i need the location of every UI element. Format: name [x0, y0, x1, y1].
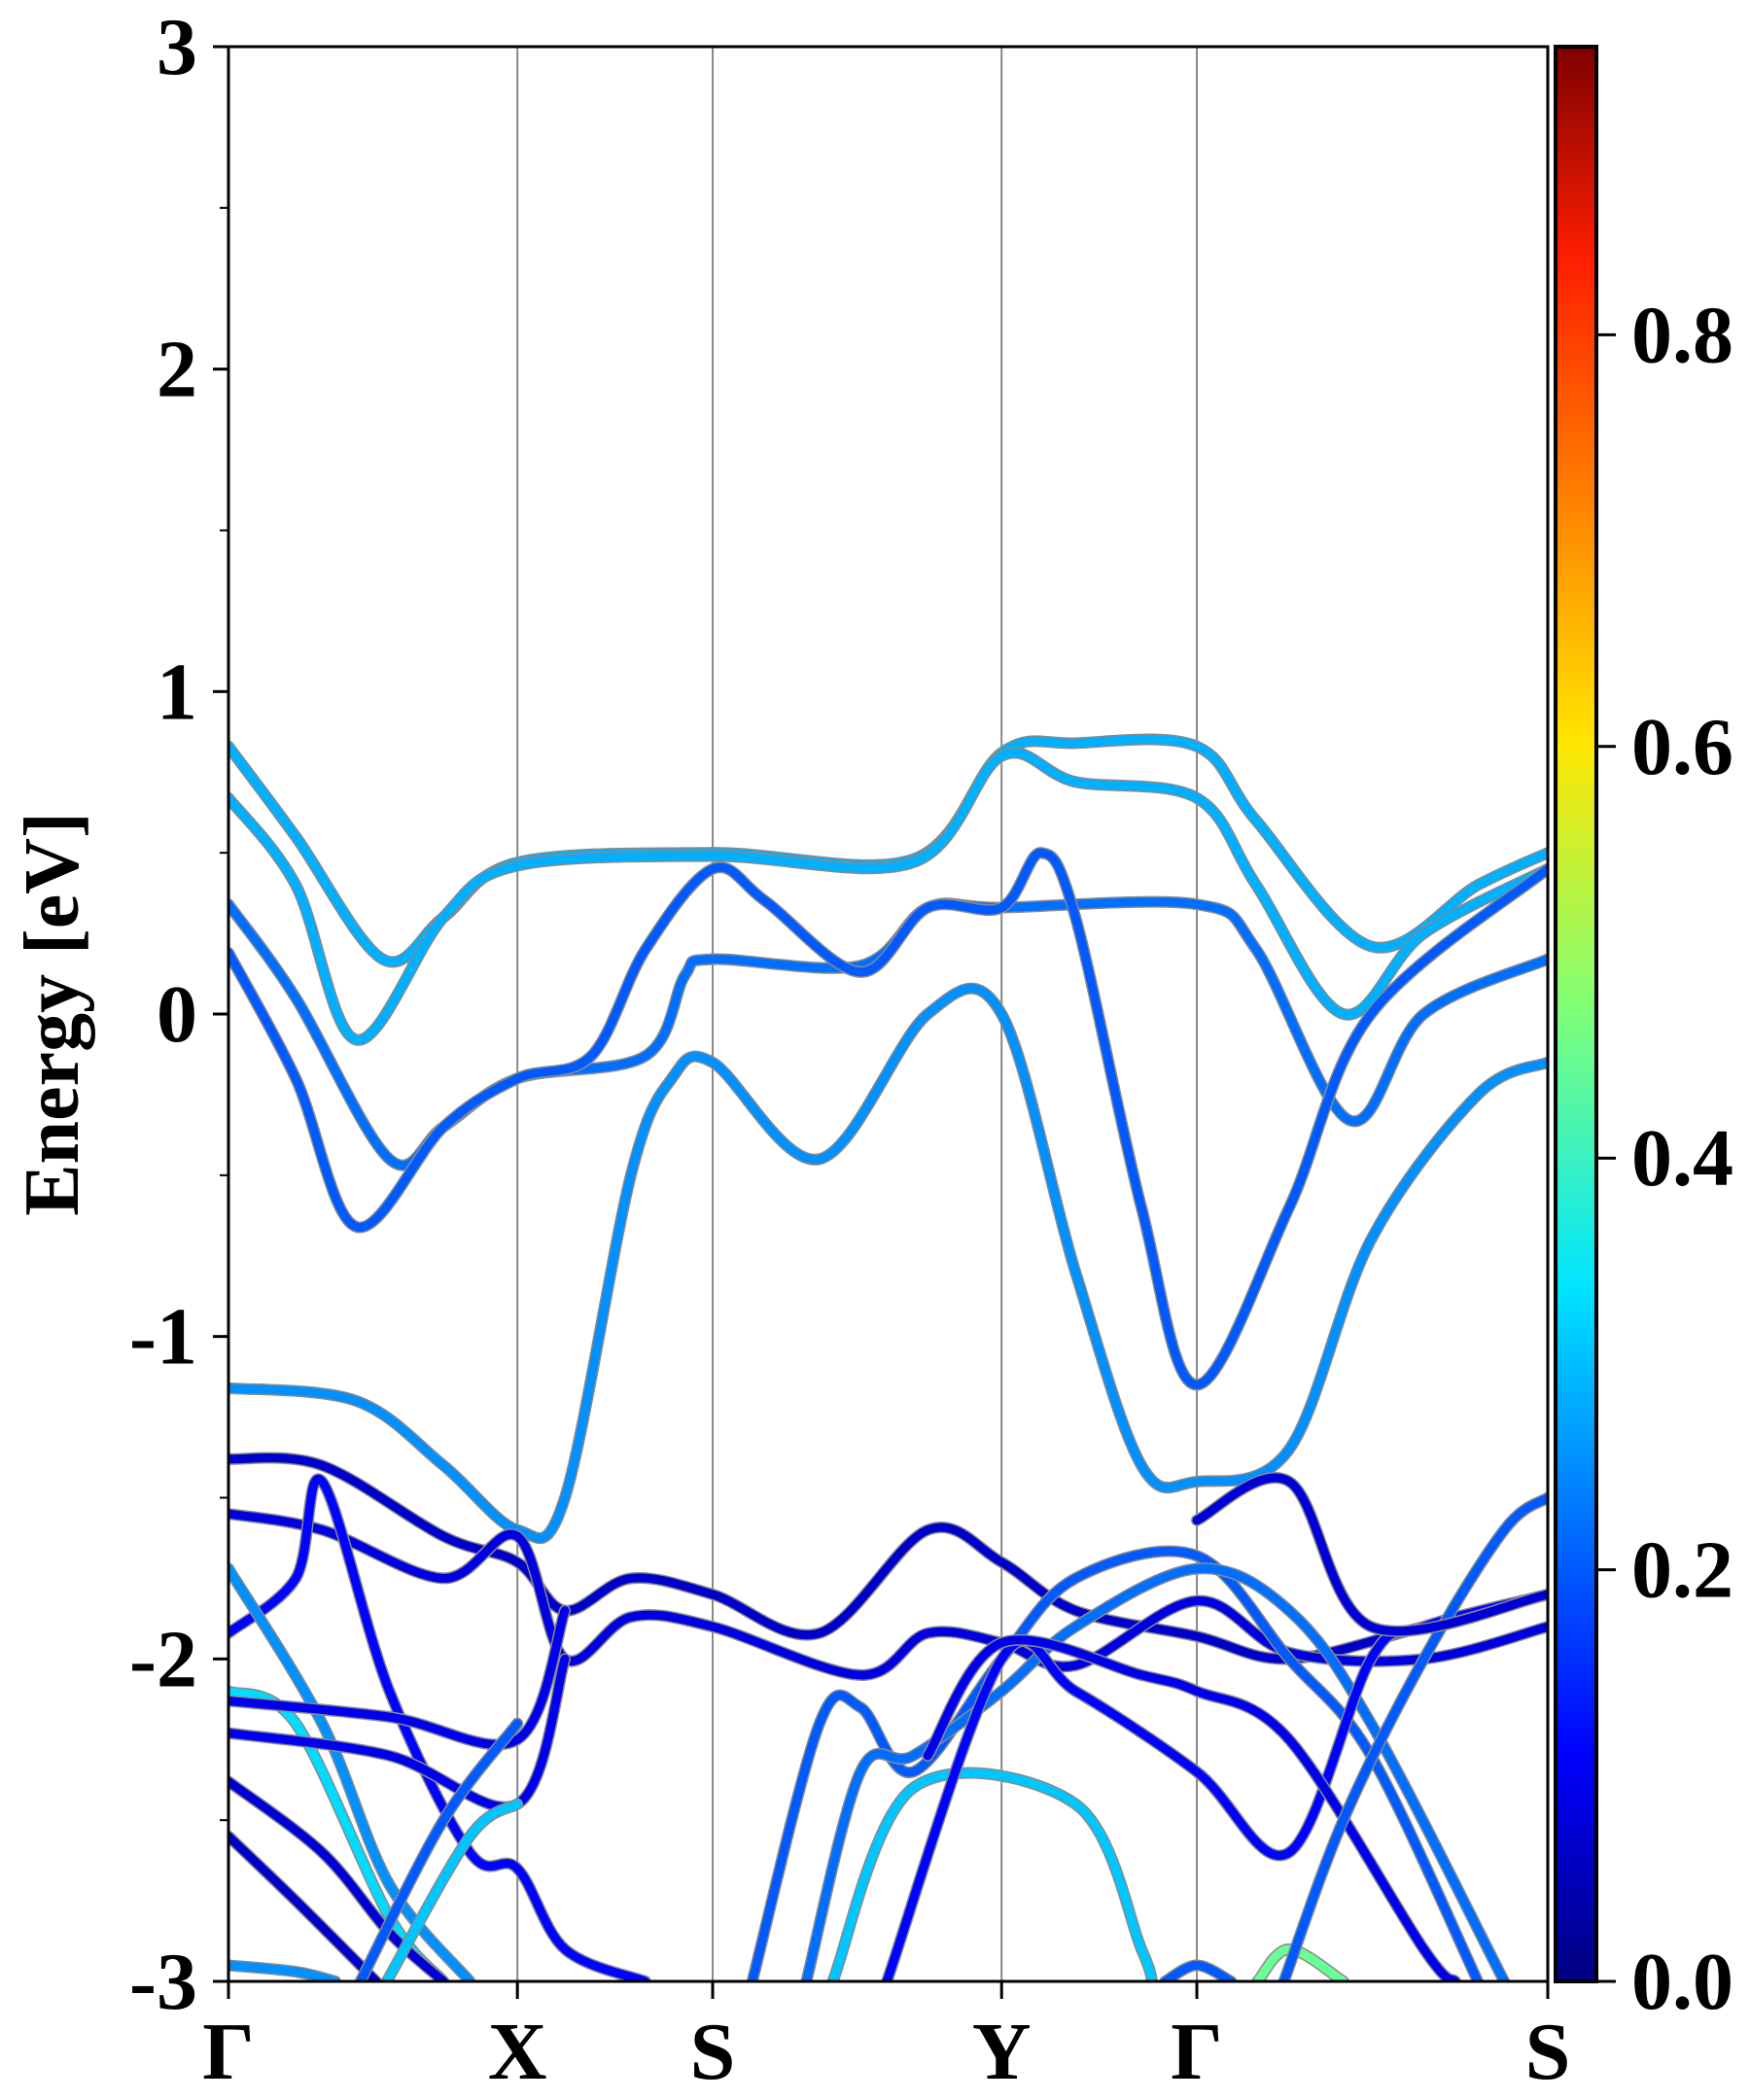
band-2	[228, 748, 1548, 1045]
band-9	[228, 1563, 474, 1981]
x-tick-label-4: Γ	[1171, 2007, 1222, 2097]
colorbar-axis: 0.0 0.2 0.4 0.6 0.8	[1596, 290, 1733, 2027]
colorbar-tick-label: 0.4	[1631, 1113, 1733, 1204]
band-22	[923, 1635, 1460, 1981]
y-tick-label: -1	[129, 1292, 197, 1382]
colorbar	[1554, 45, 1598, 1983]
band-13	[228, 1776, 448, 1981]
y-tick-label: 2	[157, 325, 197, 415]
band-4	[228, 848, 1548, 1389]
band-19	[801, 1563, 1509, 1981]
band-15	[228, 1960, 340, 1981]
band-16	[356, 1719, 522, 1981]
y-tick-label: 0	[157, 969, 197, 1060]
band-17	[382, 1800, 522, 1981]
band-14	[228, 1832, 381, 1981]
y-axis-label: Energy [eV]	[10, 812, 95, 1215]
band-26	[1192, 1473, 1548, 1636]
colorbar-tick-label: 0.6	[1631, 702, 1733, 792]
band-outline	[826, 1767, 1158, 1981]
band-20	[828, 1768, 1157, 1981]
y-tick-label: -3	[129, 1937, 197, 2027]
y-tick-label: -2	[129, 1614, 197, 1704]
x-tick-label-5: S	[1525, 2007, 1571, 2097]
band-5	[228, 984, 1548, 1543]
band-11	[228, 1606, 570, 1749]
bands	[228, 733, 1548, 1981]
band-8	[228, 1474, 650, 1981]
band-outline	[228, 747, 1548, 1046]
x-tick-label-3: Y	[972, 2007, 1032, 2097]
band-23	[1160, 1960, 1236, 1981]
y-axis: -3 -2 -1 0 1 2 3	[129, 2, 228, 2027]
x-tick-label-0: Γ	[202, 2007, 254, 2097]
band-outline	[228, 1452, 1548, 1665]
y-tick-label: 1	[157, 647, 197, 737]
band-18	[748, 1547, 1483, 1981]
band-25	[1279, 1493, 1548, 1981]
colorbar-tick-label: 0.0	[1631, 1937, 1733, 2027]
band-outline	[1278, 1491, 1548, 1981]
band-6	[228, 1452, 1548, 1663]
y-tick-label: 3	[157, 2, 197, 92]
colorbar-tick-label: 0.2	[1631, 1525, 1733, 1616]
band-1	[228, 734, 1548, 966]
colorbar-tick-label: 0.8	[1631, 290, 1733, 380]
x-tick-label-1: X	[488, 2007, 547, 2097]
x-tick-label-2: S	[690, 2007, 736, 2097]
